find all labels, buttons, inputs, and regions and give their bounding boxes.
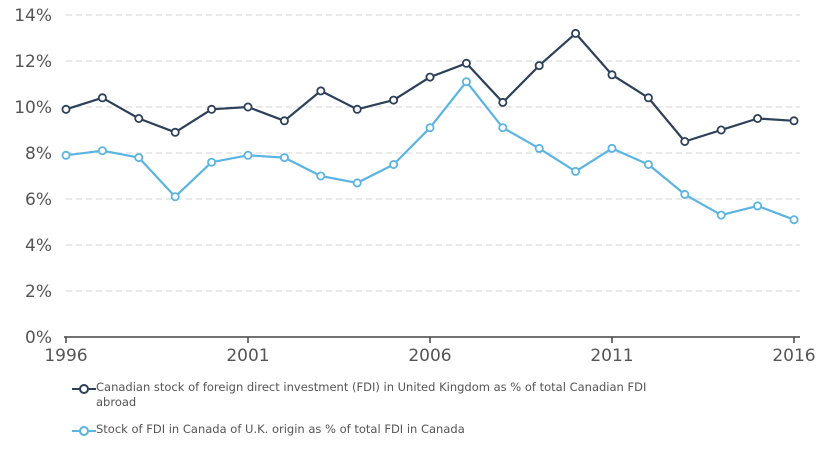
data-point-series-2 (279, 153, 289, 163)
y-tick-label: 0% (25, 328, 52, 348)
data-point-series-2 (680, 189, 690, 199)
data-point-series-1 (534, 61, 544, 71)
data-point-series-2 (207, 157, 217, 167)
data-point-series-2 (61, 150, 71, 160)
y-tick-label: 12% (14, 52, 52, 72)
x-axis-tick-labels: 1996 2001 2006 2011 2016 (44, 346, 815, 366)
data-point-series-2 (425, 123, 435, 133)
y-tick-label: 8% (25, 144, 52, 164)
data-point-series-1 (680, 136, 690, 146)
data-point-series-1 (498, 97, 508, 107)
data-point-series-1 (97, 93, 107, 103)
data-point-series-1 (461, 58, 471, 68)
data-point-series-2 (498, 123, 508, 133)
data-point-series-2 (170, 192, 180, 202)
data-point-series-1 (243, 102, 253, 112)
x-tick-label: 2016 (772, 346, 815, 366)
y-axis-tick-labels: 0% 2% 4% 6% 8% 10% 12% 14% (14, 6, 52, 348)
x-axis (64, 336, 800, 343)
legend-label-2: Stock of FDI in Canada of U.K. origin as… (96, 422, 465, 436)
legend-item-uk-share-of-canadian-fdi[interactable]: Canadian stock of foreign direct investm… (72, 380, 666, 410)
y-tick-label: 14% (14, 6, 52, 26)
data-point-series-2 (352, 178, 362, 188)
data-point-series-1 (643, 93, 653, 103)
data-point-series-2 (716, 210, 726, 220)
data-point-series-2 (97, 146, 107, 156)
y-tick-label: 4% (25, 236, 52, 256)
data-point-series-1 (170, 127, 180, 137)
data-point-series-1 (571, 28, 581, 38)
x-tick-label: 2001 (226, 346, 269, 366)
data-point-series-2 (607, 143, 617, 153)
x-tick-label: 2011 (590, 346, 633, 366)
y-tick-label: 10% (14, 98, 52, 118)
data-point-series-1 (389, 95, 399, 105)
x-tick-label: 1996 (44, 346, 87, 366)
data-point-series-2 (643, 159, 653, 169)
legend-marker-light-icon (72, 426, 96, 436)
data-point-series-1 (607, 70, 617, 80)
data-point-series-2 (534, 143, 544, 153)
data-point-series-1 (279, 116, 289, 126)
data-point-series-2 (134, 153, 144, 163)
data-point-series-2 (389, 159, 399, 169)
data-point-series-1 (316, 86, 326, 96)
y-tick-label: 2% (25, 282, 52, 302)
line-chart: 0% 2% 4% 6% 8% 10% 12% 14% 1996 2001 2006 2011 2016 (14, 6, 815, 366)
data-point-series-2 (461, 77, 471, 87)
data-point-series-1 (352, 104, 362, 114)
legend: Canadian stock of foreign direct investm… (72, 380, 666, 450)
data-point-series-1 (207, 104, 217, 114)
data-point-series-2 (316, 171, 326, 181)
gridlines (66, 14, 800, 292)
data-point-series-2 (789, 215, 799, 225)
y-tick-label: 6% (25, 190, 52, 210)
x-tick-label: 2006 (408, 346, 451, 366)
data-point-series-2 (571, 166, 581, 176)
data-point-series-1 (61, 104, 71, 114)
data-point-series-1 (425, 72, 435, 82)
legend-item-uk-origin-share-of-fdi-in-canada[interactable]: Stock of FDI in Canada of U.K. origin as… (72, 422, 666, 438)
data-point-series-1 (716, 125, 726, 135)
legend-label-1: Canadian stock of foreign direct investm… (96, 380, 647, 409)
data-point-series-1 (753, 114, 763, 124)
data-point-series-1 (789, 116, 799, 126)
series-group (61, 28, 799, 225)
data-point-series-2 (243, 150, 253, 160)
data-point-series-1 (134, 114, 144, 124)
data-point-series-2 (753, 201, 763, 211)
legend-marker-dark-icon (72, 384, 96, 394)
